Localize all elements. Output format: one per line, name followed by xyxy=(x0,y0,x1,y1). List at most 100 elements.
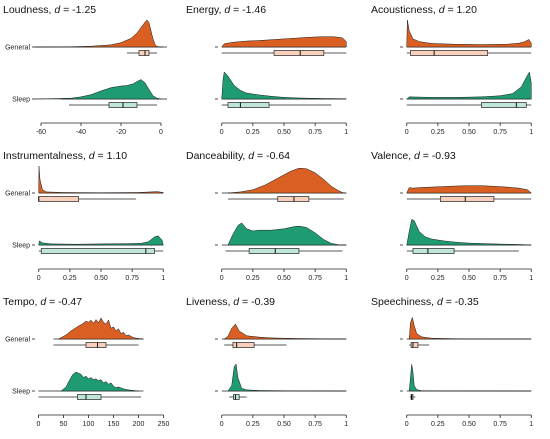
general-density xyxy=(34,19,167,48)
x-tick-label: 0.50 xyxy=(277,421,291,428)
x-tick-label: 0.75 xyxy=(493,129,507,136)
general-density xyxy=(227,167,347,194)
effect-size-value: = 1.20 xyxy=(445,4,478,16)
effect-size-value: = -0.35 xyxy=(443,296,479,308)
effect-size-value: = -0.39 xyxy=(239,296,275,308)
x-tick-label: 0.25 xyxy=(431,129,445,136)
group-label-sleep: Sleep xyxy=(12,389,30,396)
x-tick-label: 0.25 xyxy=(246,129,260,136)
panel-energy: Energy, d = -1.46 0 0.25 0.50 0.75 1 xyxy=(186,4,348,136)
x-tick-label: 0 xyxy=(220,275,224,282)
x-tick-label: 0.25 xyxy=(431,275,445,282)
general-box xyxy=(410,342,419,348)
x-tick-label: 1 xyxy=(529,275,533,282)
general-density xyxy=(406,185,532,194)
panel-title: Loudness, d = -1.25 xyxy=(3,4,96,16)
group-label-general: General xyxy=(5,337,30,344)
group-label-sleep: Sleep xyxy=(12,97,30,104)
general-box xyxy=(38,196,79,202)
effect-size-value: = -0.47 xyxy=(46,296,82,308)
feature-name: Speechiness, xyxy=(371,296,437,308)
x-tick-label: 200 xyxy=(133,421,145,428)
sleep-density xyxy=(408,363,532,392)
x-tick-label: 0 xyxy=(220,421,224,428)
x-tick-label: 0.25 xyxy=(246,421,260,428)
effect-size-label: d xyxy=(233,296,240,308)
feature-name: Energy, xyxy=(186,4,224,16)
panel-speechiness: Speechiness, d = -0.35 0 0.25 0.50 0.75 1 xyxy=(371,296,533,428)
panel-title: Valence, d = -0.93 xyxy=(371,150,456,162)
x-tick-label: 0 xyxy=(37,421,41,428)
x-tick-label: 1 xyxy=(161,275,165,282)
effect-size-value: = -1.25 xyxy=(60,4,96,16)
general-density xyxy=(221,36,347,48)
x-tick-label: 0 xyxy=(37,275,41,282)
x-tick-label: 1 xyxy=(344,129,348,136)
sleep-density xyxy=(406,218,532,246)
x-tick-label: 0.75 xyxy=(493,275,507,282)
group-label-general: General xyxy=(5,45,30,52)
sleep-density xyxy=(221,71,347,100)
sleep-density xyxy=(406,71,532,100)
x-tick-label: 0.25 xyxy=(431,421,445,428)
x-tick-label: 0.75 xyxy=(308,129,322,136)
x-tick-label: 100 xyxy=(83,421,95,428)
x-tick-label: -20 xyxy=(116,129,126,136)
x-tick-label: 1 xyxy=(529,421,533,428)
feature-name: Danceability, xyxy=(186,150,248,162)
x-tick-label: 0.50 xyxy=(94,275,108,282)
general-box xyxy=(273,50,325,56)
x-tick-label: 0 xyxy=(405,129,409,136)
feature-name: Valence, xyxy=(371,150,414,162)
x-tick-label: 0.75 xyxy=(493,421,507,428)
panel-valence: Valence, d = -0.93 0 0.25 0.50 0.75 1 xyxy=(371,150,533,282)
panel-title: Speechiness, d = -0.35 xyxy=(371,296,479,308)
feature-name: Instrumentalness, xyxy=(3,150,89,162)
effect-size-label: d xyxy=(439,4,446,16)
panel-title: Instrumentalness, d = 1.10 xyxy=(3,150,127,162)
x-tick-label: 0.75 xyxy=(308,275,322,282)
sleep-density xyxy=(38,235,164,246)
panel-title: Liveness, d = -0.39 xyxy=(186,296,275,308)
group-label-general: General xyxy=(5,191,30,198)
x-tick-label: 0 xyxy=(405,275,409,282)
effect-size-label: d xyxy=(248,150,255,162)
general-density xyxy=(58,317,144,340)
effect-size-value: = -0.64 xyxy=(254,150,290,162)
panel-instrumentalness: Instrumentalness, d = 1.10 0 0.25 0.50 0.75 1… xyxy=(3,150,165,282)
effect-size-value: = 1.10 xyxy=(95,150,128,162)
sleep-box xyxy=(40,248,155,254)
panel-loudness: Loudness, d = -1.25 -60 -40 -20 0 General Slee… xyxy=(3,4,167,136)
general-density xyxy=(408,316,532,340)
sleep-box xyxy=(248,248,300,254)
effect-size-value: = -1.46 xyxy=(230,4,266,16)
x-tick-label: 1 xyxy=(344,421,348,428)
panel-acousticness: Acousticness, d = 1.20 0 0.25 0.50 0.75 1 xyxy=(371,4,533,136)
general-box xyxy=(440,196,495,202)
sleep-box xyxy=(227,102,270,108)
sleep-box xyxy=(481,102,527,108)
x-tick-label: 0.25 xyxy=(246,275,260,282)
panel-title: Energy, d = -1.46 xyxy=(186,4,266,16)
general-density xyxy=(224,323,347,340)
general-box xyxy=(138,50,150,56)
x-tick-label: 0 xyxy=(220,129,224,136)
feature-name: Loudness, xyxy=(3,4,54,16)
general-density xyxy=(38,165,164,194)
panel-danceability: Danceability, d = -0.64 0 0.25 0.50 0.75 1 xyxy=(186,150,348,282)
panel-tempo: Tempo, d = -0.47 0 50 100 150 200 250 General Sl… xyxy=(3,296,169,428)
sleep-box xyxy=(77,394,102,400)
x-tick-label: 0 xyxy=(405,421,409,428)
feature-name: Acousticness, xyxy=(371,4,439,16)
effect-size-label: d xyxy=(54,4,61,16)
x-tick-label: 1 xyxy=(344,275,348,282)
panel-liveness: Liveness, d = -0.39 0 0.25 0.50 0.75 1 xyxy=(186,296,348,428)
x-tick-label: 0 xyxy=(159,129,163,136)
x-tick-label: 0.50 xyxy=(277,275,291,282)
sleep-density xyxy=(34,79,167,100)
effect-size-label: d xyxy=(40,296,47,308)
x-tick-label: 0.75 xyxy=(125,275,139,282)
sleep-density xyxy=(227,363,347,392)
x-tick-label: 0.25 xyxy=(63,275,77,282)
